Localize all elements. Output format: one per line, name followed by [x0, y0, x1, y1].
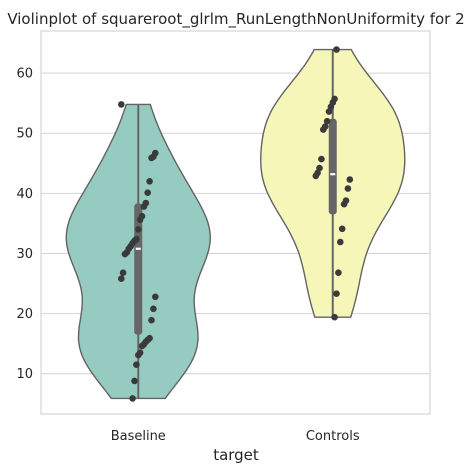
- chart-title: Violinplot of squareroot_glrlm_RunLength…: [7, 10, 464, 29]
- y-tick-labels: 10 20 30 40 50 60: [16, 67, 33, 383]
- x-tick-label-controls: Controls: [306, 429, 360, 444]
- point-baseline-22: [148, 316, 155, 324]
- point-controls-11: [312, 172, 320, 180]
- point-baseline-0: [118, 101, 125, 108]
- point-baseline-3: [148, 154, 155, 162]
- y-tick-label-40: 40: [16, 187, 33, 202]
- point-baseline-10: [135, 226, 142, 233]
- point-baseline-27: [138, 342, 146, 350]
- point-baseline-9: [136, 216, 144, 224]
- y-tick-label-10: 10: [16, 367, 33, 382]
- point-controls-7: [320, 126, 327, 133]
- point-controls-0: [333, 46, 340, 53]
- point-controls-17: [337, 238, 344, 246]
- y-tick-label-50: 50: [16, 127, 33, 142]
- point-baseline-32: [129, 395, 136, 402]
- point-baseline-21: [150, 305, 157, 313]
- point-controls-16: [338, 225, 346, 233]
- iqr-box-controls: [328, 118, 337, 215]
- point-controls-8: [318, 155, 325, 163]
- point-baseline-20: [152, 293, 159, 301]
- point-baseline-4: [146, 178, 153, 185]
- point-controls-18: [335, 269, 342, 277]
- plot-frame: [40, 30, 431, 415]
- point-baseline-29: [135, 351, 142, 359]
- point-baseline-18: [119, 269, 127, 277]
- point-controls-19: [333, 290, 340, 298]
- y-tick-label-60: 60: [16, 67, 33, 82]
- x-tick-label-baseline: Baseline: [111, 429, 166, 444]
- median-marker-controls: [330, 173, 336, 176]
- point-baseline-7: [140, 203, 148, 210]
- x-axis-label: target: [213, 446, 259, 464]
- point-baseline-5: [144, 189, 151, 196]
- point-controls-20: [331, 313, 338, 321]
- point-controls-4: [325, 108, 333, 115]
- x-tick-labels: Baseline Controls: [111, 429, 360, 444]
- point-baseline-30: [133, 361, 140, 369]
- violins: [65, 48, 406, 400]
- median-marker-baseline: [135, 247, 141, 250]
- point-controls-5: [323, 117, 331, 125]
- point-controls-15: [340, 200, 348, 208]
- y-tick-label-30: 30: [16, 247, 33, 262]
- point-controls-13: [344, 185, 352, 192]
- iqr-box-baseline: [134, 203, 143, 335]
- point-baseline-19: [118, 275, 125, 283]
- data-points: [118, 46, 354, 402]
- y-tick-label-20: 20: [16, 307, 33, 322]
- point-controls-12: [346, 176, 354, 183]
- point-baseline-31: [131, 377, 138, 385]
- point-baseline-17: [121, 250, 129, 258]
